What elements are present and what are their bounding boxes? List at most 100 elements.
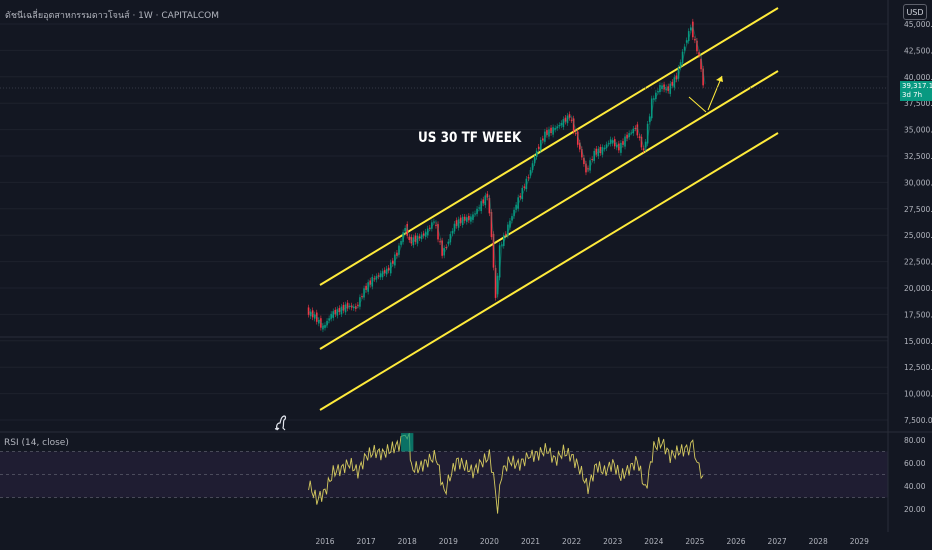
currency-button[interactable]: USD	[903, 4, 927, 20]
candle-body	[550, 127, 552, 134]
candle-body	[346, 302, 349, 309]
candle-body	[593, 150, 596, 161]
candle-body	[404, 228, 406, 232]
candle-body	[365, 285, 367, 291]
candle-body	[313, 314, 316, 319]
candle-body	[640, 136, 643, 148]
candle-body	[556, 126, 559, 129]
rsi-indicator-label[interactable]: RSI (14, close)	[4, 438, 69, 448]
candle-body	[698, 52, 700, 56]
candle-body	[646, 123, 649, 144]
rsi-overbought-fill	[401, 433, 414, 452]
candle-body	[418, 236, 421, 239]
candle-body	[500, 244, 503, 246]
candle-body	[570, 119, 573, 121]
channel-upper-line[interactable]	[319, 7, 779, 286]
trend-channel[interactable]	[319, 7, 779, 411]
candle-body	[387, 267, 390, 271]
candle-body	[455, 220, 458, 226]
rsi-guides	[0, 451, 888, 498]
channel-lower-line[interactable]	[319, 132, 779, 411]
down-arrow-drawing[interactable]	[688, 96, 707, 113]
candle-body	[554, 127, 556, 130]
price-tick-label: 42,500.0	[904, 46, 932, 55]
candle-body	[650, 98, 653, 119]
candle-body	[564, 117, 567, 122]
candle-body	[482, 199, 485, 204]
time-tick-label: 2026	[726, 537, 745, 546]
candle-body	[527, 177, 530, 179]
candle-body	[307, 307, 310, 315]
candle-body	[609, 139, 612, 144]
candle-body	[655, 92, 657, 100]
price-axis[interactable]: 45,000.0 42,500.0 40,000.0 37,500.0 35,000.0…	[904, 20, 932, 425]
candle-body	[616, 144, 618, 148]
candle-body	[334, 309, 337, 315]
candle-body	[546, 130, 548, 136]
candle-body	[402, 232, 404, 242]
candle-body	[687, 31, 690, 42]
time-tick-label: 2023	[603, 537, 622, 546]
candle-body	[568, 114, 571, 118]
candle-body	[644, 141, 647, 148]
chart-annotation-text[interactable]: US 30 TF WEEK	[418, 130, 522, 146]
candle-body	[535, 150, 538, 157]
candle-body	[544, 131, 546, 142]
candle-body	[414, 235, 417, 242]
candle-body	[599, 147, 602, 153]
candle-body	[689, 27, 692, 31]
candle-body	[363, 288, 365, 298]
candle-body	[533, 157, 536, 164]
candle-body	[675, 75, 678, 80]
candle-body	[595, 148, 598, 155]
candle-body	[348, 305, 351, 307]
candle-body	[605, 144, 608, 149]
projection-arrows[interactable]	[688, 75, 723, 113]
candle-body	[398, 245, 400, 255]
rsi-tick-label: 60.00	[904, 459, 926, 468]
candle-body	[531, 163, 534, 171]
candle-body	[463, 216, 466, 221]
time-tick-label: 2027	[768, 537, 787, 546]
up-arrow-drawing[interactable]	[707, 75, 723, 111]
rsi-line	[308, 432, 704, 514]
rsi-axis[interactable]: 80.00 60.00 40.00 20.00	[904, 436, 926, 514]
candle-body	[671, 81, 674, 86]
candle-body	[628, 133, 630, 138]
candle-body	[447, 241, 450, 244]
candle-body	[692, 21, 694, 38]
candle-body	[502, 235, 505, 246]
price-tick-label: 17,500.0	[904, 310, 932, 319]
candle-body	[574, 133, 577, 135]
candle-body	[523, 186, 526, 188]
candle-body	[394, 254, 396, 266]
price-candles	[307, 18, 704, 333]
candle-body	[465, 217, 468, 222]
candle-body	[326, 320, 328, 326]
symbol-title[interactable]: ดัชนีเฉลี่ยอุตสาหกรรมดาวโจนส์ · 1W · CAP…	[5, 11, 220, 21]
candle-body	[511, 216, 513, 221]
candle-body	[620, 142, 622, 153]
dino-icon[interactable]	[273, 414, 289, 432]
channel-middle-line[interactable]	[319, 70, 779, 350]
candle-body	[630, 132, 632, 134]
price-tick-label: 15,000.0	[904, 337, 932, 346]
candle-body	[579, 142, 581, 150]
candle-body	[537, 146, 540, 149]
candle-body	[638, 136, 641, 138]
price-tick-label: 27,500.0	[904, 205, 932, 214]
candle-body	[400, 241, 402, 245]
candle-body	[468, 215, 470, 221]
candle-body	[431, 222, 433, 229]
candle-body	[665, 87, 667, 91]
price-tick-label: 45,000.0	[904, 20, 932, 29]
candle-body	[521, 187, 524, 200]
price-tick-label: 12,500.0	[904, 363, 932, 372]
time-axis[interactable]: 2016 2017 2018 2019 2020 2021 2022 2023 2024 2025…	[315, 537, 869, 546]
candle-body	[490, 212, 493, 238]
time-tick-label: 2019	[439, 537, 458, 546]
candle-body	[519, 195, 522, 198]
candle-body	[322, 325, 324, 330]
candle-body	[529, 170, 532, 176]
